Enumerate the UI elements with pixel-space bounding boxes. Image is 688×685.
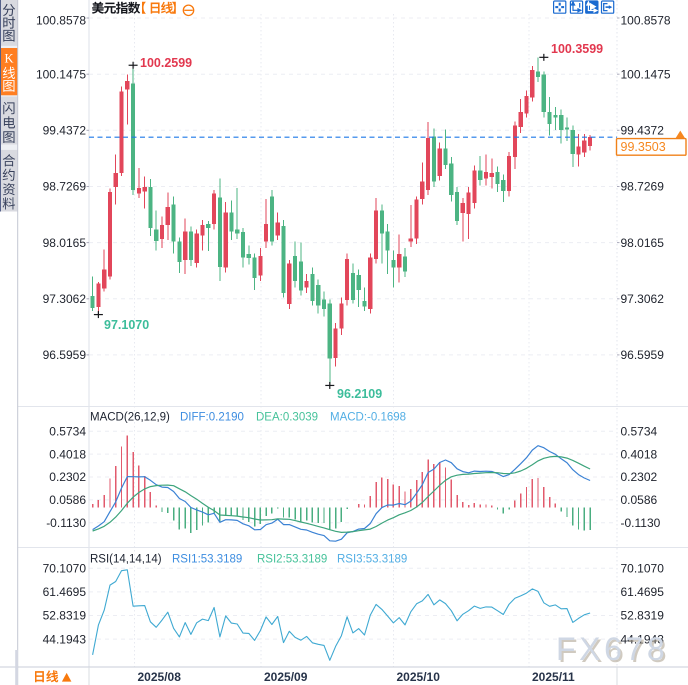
svg-text:RSI2:53.3189: RSI2:53.3189 — [257, 554, 327, 566]
svg-text:2025/10: 2025/10 — [397, 670, 441, 684]
svg-text:RSI(14,14,14): RSI(14,14,14) — [90, 554, 162, 566]
svg-text:0.5734: 0.5734 — [49, 424, 86, 438]
svg-text:RSI1:53.3189: RSI1:53.3189 — [172, 554, 242, 566]
svg-text:K: K — [4, 52, 13, 66]
svg-text:61.4695: 61.4695 — [43, 585, 87, 599]
svg-text:100.1475: 100.1475 — [621, 67, 671, 81]
svg-text:99.4372: 99.4372 — [621, 124, 665, 138]
svg-text:-0.1130: -0.1130 — [46, 516, 86, 530]
svg-text:2025/09: 2025/09 — [264, 670, 308, 684]
svg-text:100.8578: 100.8578 — [621, 13, 671, 27]
svg-text:DEA:0.3039: DEA:0.3039 — [256, 412, 318, 424]
svg-text:0.5734: 0.5734 — [621, 424, 658, 438]
svg-text:100.8578: 100.8578 — [36, 13, 86, 27]
svg-text:100.3599: 100.3599 — [551, 42, 603, 56]
svg-text:44.1943: 44.1943 — [621, 632, 665, 646]
svg-text:0.2302: 0.2302 — [621, 470, 658, 484]
svg-text:0.2302: 0.2302 — [49, 470, 86, 484]
svg-text:100.1475: 100.1475 — [36, 67, 86, 81]
svg-text:96.5959: 96.5959 — [43, 348, 87, 362]
svg-text:0.4018: 0.4018 — [49, 447, 86, 461]
svg-text:0.4018: 0.4018 — [621, 447, 658, 461]
svg-text:100.2599: 100.2599 — [140, 56, 192, 70]
svg-text:MACD(26,12,9): MACD(26,12,9) — [90, 412, 170, 424]
svg-text:97.3062: 97.3062 — [43, 292, 87, 306]
svg-text:98.0165: 98.0165 — [621, 236, 665, 250]
svg-text:DIFF:0.2190: DIFF:0.2190 — [180, 412, 244, 424]
svg-text:96.2109: 96.2109 — [337, 387, 382, 401]
svg-text:97.3062: 97.3062 — [621, 292, 665, 306]
svg-text:98.0165: 98.0165 — [43, 236, 87, 250]
svg-text:70.1070: 70.1070 — [43, 562, 87, 576]
svg-text:0.0586: 0.0586 — [621, 493, 658, 507]
svg-text:-0.1130: -0.1130 — [621, 516, 661, 530]
svg-text:MACD:-0.1698: MACD:-0.1698 — [330, 412, 406, 424]
svg-text:98.7269: 98.7269 — [43, 180, 87, 194]
svg-text:2025/11: 2025/11 — [532, 670, 575, 684]
svg-text:52.8319: 52.8319 — [621, 609, 665, 623]
svg-text:96.5959: 96.5959 — [621, 348, 665, 362]
svg-text:70.1070: 70.1070 — [621, 562, 665, 576]
svg-text:97.1070: 97.1070 — [104, 318, 149, 332]
svg-text:44.1943: 44.1943 — [43, 632, 87, 646]
svg-text:99.4372: 99.4372 — [43, 124, 87, 138]
svg-text:RSI3:53.3189: RSI3:53.3189 — [337, 554, 407, 566]
svg-text:2025/08: 2025/08 — [138, 670, 182, 684]
svg-text:FX678: FX678 — [556, 631, 668, 667]
svg-text:99.3503: 99.3503 — [621, 140, 666, 154]
svg-text:52.8319: 52.8319 — [43, 609, 87, 623]
svg-text:0.0586: 0.0586 — [49, 493, 86, 507]
svg-text:98.7269: 98.7269 — [621, 180, 665, 194]
svg-text:61.4695: 61.4695 — [621, 585, 665, 599]
